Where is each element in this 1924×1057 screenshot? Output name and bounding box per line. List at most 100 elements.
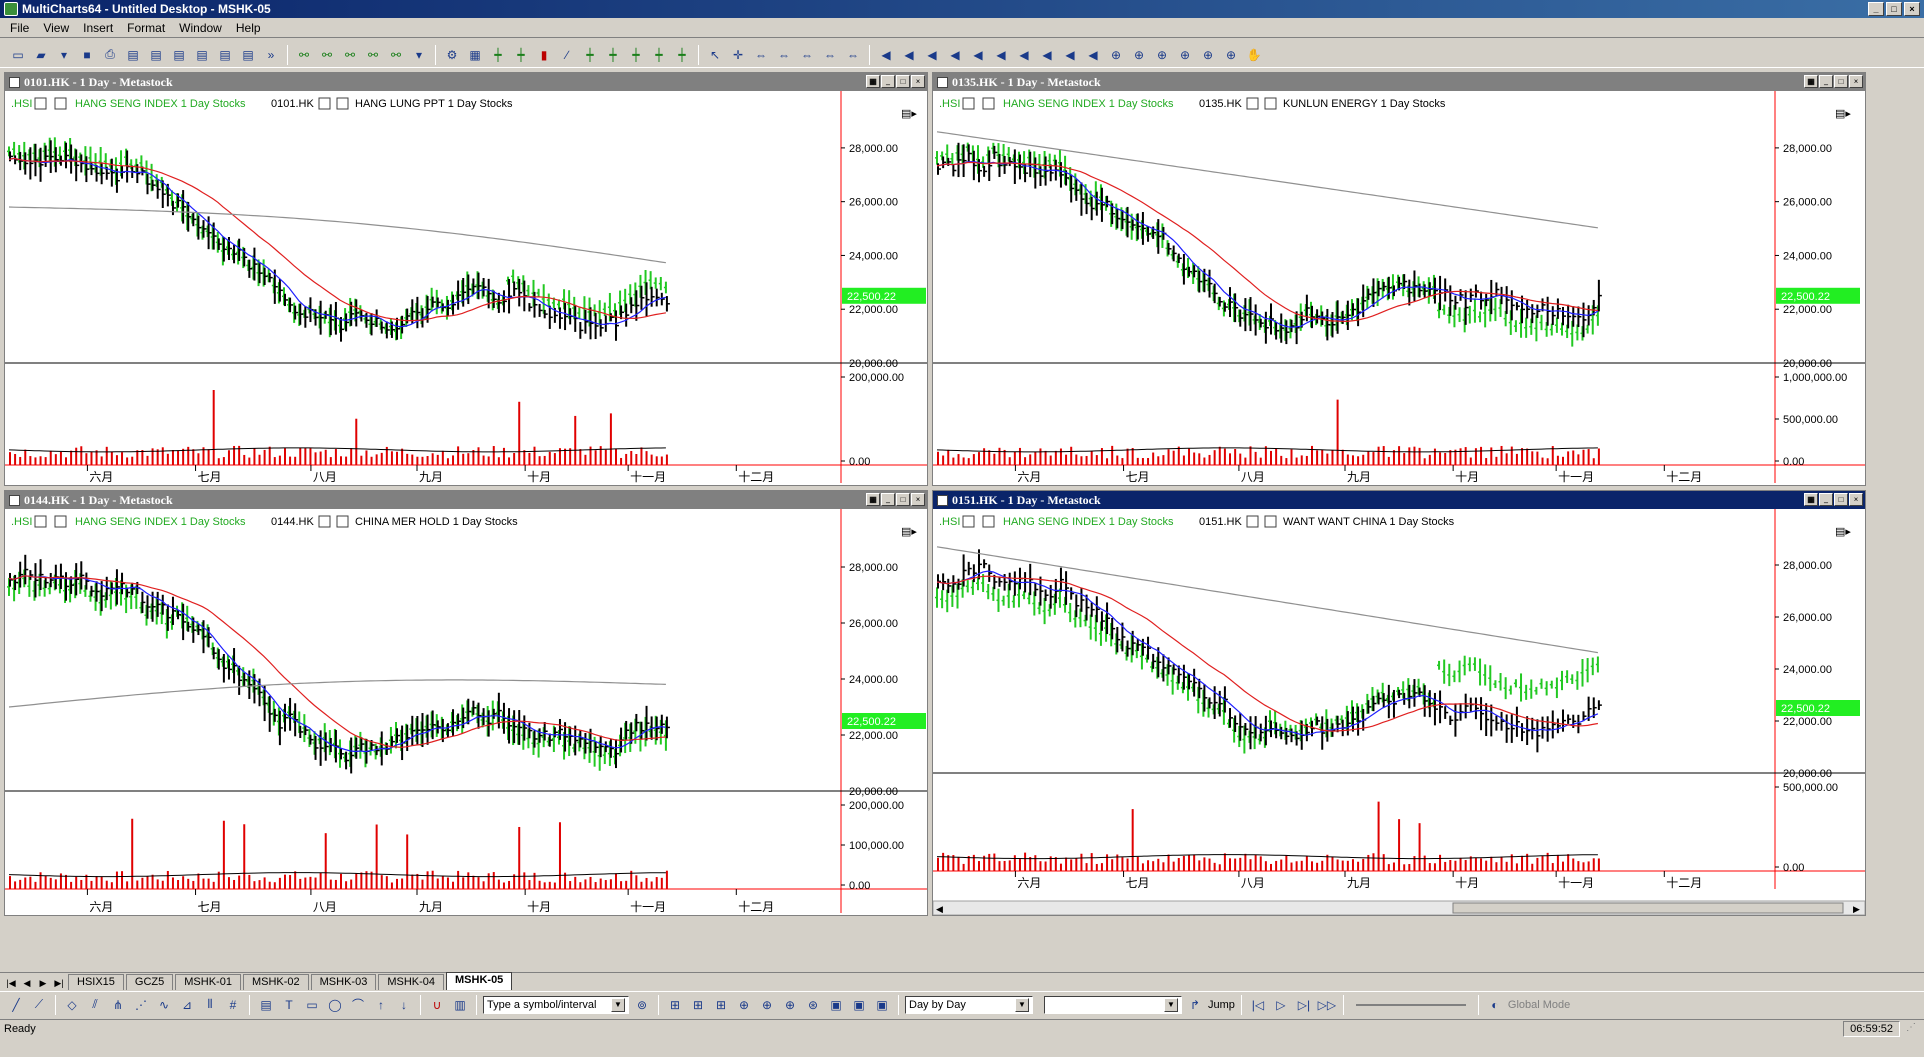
legend-dropdown-icon[interactable] — [318, 97, 331, 110]
symbol-interval-input[interactable]: Type a symbol/interval ▼ — [483, 995, 629, 1014]
step-icon[interactable]: ◀ — [1042, 47, 1052, 62]
maximize-button[interactable]: □ — [1834, 493, 1848, 506]
tick-chart-icon[interactable]: ⊞ — [669, 997, 681, 1012]
chart-menu-icon[interactable]: ▤▸ — [901, 526, 917, 538]
tab-mshk-01[interactable]: MSHK-01 — [175, 974, 241, 990]
chart-window-titlebar[interactable]: 0151.HK - 1 Day - Metastock ▦ _ □ × — [933, 491, 1865, 509]
indicator-icon[interactable]: ⚯ — [344, 47, 356, 62]
jump-icon[interactable]: ↱ — [1189, 997, 1201, 1012]
maximize-button[interactable]: □ — [896, 75, 910, 88]
first-tab-arrow[interactable]: |◀ — [6, 978, 16, 988]
chart-canvas[interactable]: .HSI HANG SENG INDEX 1 Day Stocks 0144.HK C… — [5, 509, 927, 915]
pointer-icon[interactable]: ↖ — [709, 47, 721, 62]
cycle-tool-icon[interactable]: ∿ — [158, 997, 170, 1012]
linebreak-chart-icon[interactable]: ⊛ — [807, 997, 819, 1012]
properties-button[interactable]: ▦ — [866, 75, 880, 88]
next-tab-arrow[interactable]: ▶ — [39, 978, 47, 988]
chevron-down-icon[interactable]: ▼ — [1015, 997, 1029, 1012]
crosshair-icon[interactable]: ✛ — [732, 47, 744, 62]
last-tab-arrow[interactable]: ▶| — [54, 978, 64, 988]
legend-dropdown-icon[interactable] — [982, 515, 995, 528]
strategy-icon[interactable]: ⚙ — [446, 47, 458, 62]
text-tool-icon[interactable]: T — [285, 997, 293, 1012]
drag-icon[interactable]: ⇔ — [824, 47, 836, 62]
chart-menu-icon[interactable]: ▤▸ — [1835, 526, 1851, 538]
replay-mode-select[interactable]: Day by Day ▼ — [905, 995, 1033, 1014]
legend-stock-symbol[interactable]: 0101.HK — [271, 98, 314, 110]
chart-window-0144[interactable]: 0144.HK - 1 Day - Metastock ▦ _ □ × .HSI… — [4, 490, 928, 916]
chart-canvas[interactable]: .HSI HANG SENG INDEX 1 Day Stocks 0101.HK H… — [5, 91, 927, 485]
tab-mshk-02[interactable]: MSHK-02 — [242, 974, 309, 990]
magnet-icon[interactable]: ∪ — [432, 997, 442, 1012]
properties-button[interactable]: ▦ — [1804, 75, 1818, 88]
zoom-icon[interactable]: ⊕ — [1133, 47, 1145, 62]
tab-gcz5[interactable]: GCZ5 — [125, 974, 174, 990]
global-mode-label[interactable]: Global Mode — [1507, 998, 1571, 1011]
step-icon[interactable]: ◀ — [1088, 47, 1098, 62]
zoom-icon[interactable]: ⊕ — [1110, 47, 1122, 62]
menu-help[interactable]: Help — [235, 20, 261, 35]
legend-dropdown-icon[interactable] — [1246, 515, 1259, 528]
channel-tool-icon[interactable]: ⫽ — [92, 997, 98, 1011]
properties-button[interactable]: ▦ — [1804, 493, 1818, 506]
go-icon[interactable]: ⊚ — [636, 997, 648, 1012]
window-icon[interactable]: ▤ — [242, 47, 254, 62]
rectangle-tool-icon[interactable]: ▭ — [306, 997, 318, 1012]
close-button[interactable]: × — [1904, 2, 1920, 16]
zoom-icon[interactable]: ⊕ — [1179, 47, 1191, 62]
chart-window-titlebar[interactable]: 0101.HK - 1 Day - Metastock ▦ _ □ × — [5, 73, 927, 91]
chart-type-icon[interactable]: ▦ — [469, 47, 481, 62]
legend-hsi-symbol[interactable]: .HSI — [11, 516, 32, 528]
window-icon[interactable]: ▤ — [173, 47, 185, 62]
save-icon[interactable]: ■ — [83, 47, 91, 62]
chevron-down-icon[interactable]: ▼ — [1164, 997, 1178, 1012]
prev-tab-arrow[interactable]: ◀ — [23, 978, 31, 988]
properties-button[interactable]: ▦ — [866, 493, 880, 506]
chart-canvas[interactable]: .HSI HANG SENG INDEX 1 Day Stocks 0151.HK W… — [933, 509, 1865, 915]
legend-dropdown-icon[interactable] — [34, 97, 47, 110]
drag-icon[interactable]: ⇔ — [755, 47, 767, 62]
bar-icon[interactable]: ┿ — [517, 47, 525, 62]
legend-stock-symbol[interactable]: 0151.HK — [1199, 516, 1242, 528]
window-icon[interactable]: ▤ — [150, 47, 162, 62]
replay-speed-slider[interactable] — [1355, 1003, 1466, 1006]
arc-tool-icon[interactable]: ⌒ — [351, 998, 364, 1012]
bar-icon[interactable]: ┿ — [586, 47, 594, 62]
chart-window-titlebar[interactable]: 0144.HK - 1 Day - Metastock ▦ _ □ × — [5, 491, 927, 509]
print-icon[interactable]: ⎙ — [105, 47, 115, 61]
dropdown-icon[interactable]: ▾ — [60, 47, 68, 62]
close-button[interactable]: × — [911, 493, 925, 506]
close-button[interactable]: × — [911, 75, 925, 88]
scroll-right-icon[interactable]: ▶ — [1853, 904, 1860, 914]
arrow-up-tool-icon[interactable]: ↑ — [378, 997, 384, 1012]
step-icon[interactable]: ◀ — [950, 47, 960, 62]
step-icon[interactable]: ◀ — [881, 47, 891, 62]
chart-legend[interactable]: .HSI HANG SENG INDEX 1 Day Stocks 0144.HK C… — [11, 515, 518, 528]
drag-icon[interactable]: ⇔ — [801, 47, 813, 62]
legend-dropdown-icon[interactable] — [1264, 97, 1277, 110]
global-mode-icon[interactable]: ◐ — [1491, 997, 1499, 1012]
legend-dropdown-icon[interactable] — [336, 97, 349, 110]
bar-icon[interactable]: ┿ — [609, 47, 617, 62]
volume-chart-icon[interactable]: ⊞ — [692, 997, 704, 1012]
zoom-icon[interactable]: ⊕ — [1202, 47, 1214, 62]
step-icon[interactable]: ◀ — [973, 47, 983, 62]
legend-hsi-symbol[interactable]: .HSI — [939, 98, 960, 110]
legend-dropdown-icon[interactable] — [1264, 515, 1277, 528]
line-tool-icon[interactable]: ╱ — [12, 997, 20, 1012]
resize-grip-icon[interactable]: ⋰ — [1906, 1022, 1916, 1033]
menu-file[interactable]: File — [10, 20, 30, 35]
maximize-button[interactable]: □ — [896, 493, 910, 506]
chevron-down-icon[interactable]: ▼ — [611, 997, 625, 1012]
new-icon[interactable]: ▭ — [12, 47, 24, 62]
zoom-icon[interactable]: ⊕ — [1225, 47, 1237, 62]
rewind-icon[interactable]: |◁ — [1251, 997, 1265, 1012]
fib-tool-icon[interactable]: ◇ — [67, 997, 77, 1012]
line-icon[interactable]: ∕ — [565, 47, 568, 62]
menu-window[interactable]: Window — [179, 20, 222, 35]
menu-format[interactable]: Format — [127, 20, 166, 35]
legend-dropdown-icon[interactable] — [962, 97, 975, 110]
chart-window-0101[interactable]: 0101.HK - 1 Day - Metastock ▦ _ □ × .HSI… — [4, 72, 928, 486]
zoom-icon[interactable]: ⊕ — [1156, 47, 1168, 62]
bar-icon[interactable]: ┿ — [632, 47, 640, 62]
